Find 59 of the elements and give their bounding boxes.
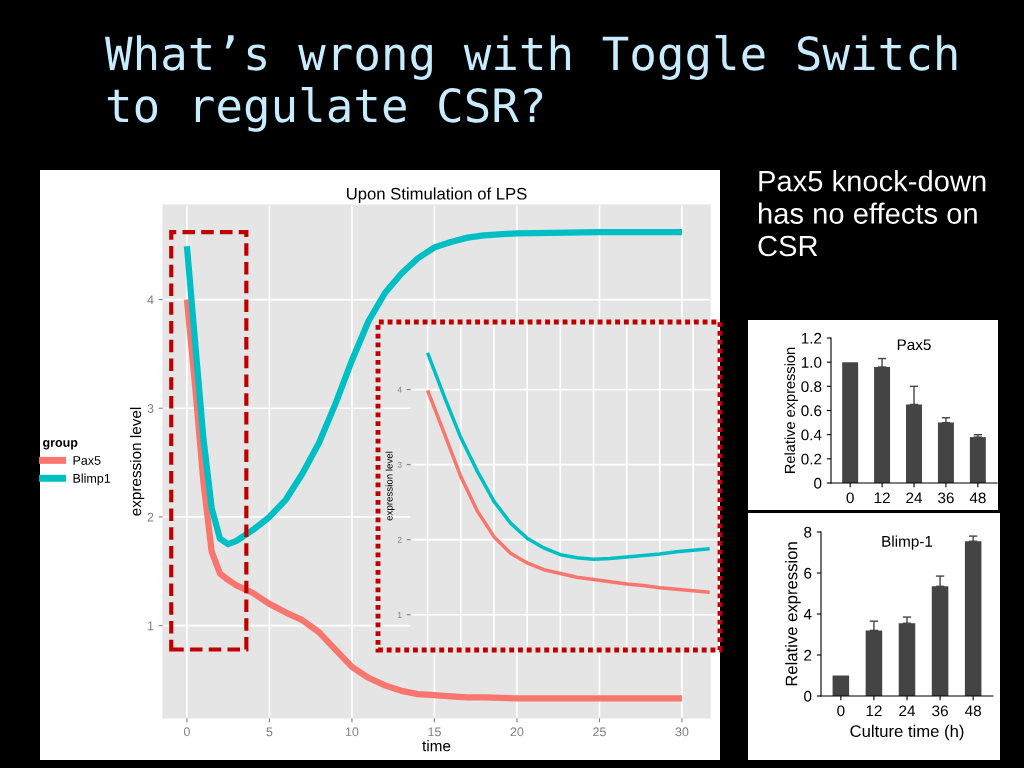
- y-tick-label: 8: [804, 526, 812, 538]
- y-tick-label: 0: [804, 690, 812, 702]
- y-tick-label: 4: [147, 295, 154, 305]
- y-tick-label: 3: [147, 404, 154, 413]
- line-series: [425, 388, 712, 594]
- x-tick-label: 20: [510, 727, 524, 737]
- bar: [842, 362, 859, 483]
- x-tick-label: 24: [906, 492, 923, 504]
- y-tick-label: 0.8: [801, 381, 822, 393]
- bar: [874, 367, 891, 483]
- x-tick-label: 0: [846, 492, 854, 504]
- chart-title: Pax5: [897, 339, 931, 351]
- line-series: [425, 351, 712, 561]
- x-tick-label: 24: [899, 705, 916, 717]
- y-tick-label: 4: [803, 609, 812, 620]
- y-tick-label: 6: [804, 567, 812, 579]
- x-tick-label: 36: [938, 492, 954, 504]
- text: What’s wrong with Toggle Switch to regulate CSR?: [105, 35, 957, 132]
- x-tick-label: 30: [675, 727, 689, 737]
- chart-title: Upon Stimulation of LPS: [347, 187, 527, 203]
- y-tick-label: 2: [397, 536, 402, 543]
- x-axis-title: Culture time (h): [850, 724, 964, 741]
- x-tick-label: 25: [593, 727, 606, 737]
- y-tick-label: 2: [804, 649, 812, 661]
- chart-title: Blimp-1: [882, 535, 933, 550]
- x-tick-label: 0: [183, 727, 190, 737]
- y-tick-label: 4: [397, 386, 402, 393]
- x-tick-label: 10: [345, 727, 359, 737]
- x-tick-label: 48: [969, 492, 986, 504]
- legend-title: group: [43, 440, 78, 450]
- x-tick-label: 15: [428, 727, 441, 737]
- x-tick-label: 5: [266, 727, 273, 737]
- y-tick-label: 0.2: [801, 453, 822, 465]
- y-tick-label: 1: [147, 621, 154, 631]
- y-axis-title: expression level: [385, 451, 395, 521]
- text: Pax5 knock-down has no effects on CSR: [758, 170, 986, 257]
- x-tick-label: 0: [837, 705, 845, 717]
- y-tick-label: 1.2: [801, 332, 822, 344]
- x-tick-label: 12: [874, 492, 890, 504]
- bar: [937, 422, 954, 483]
- bar: [832, 675, 850, 696]
- x-tick-label: 48: [965, 705, 981, 717]
- y-tick-label: 0.6: [801, 405, 822, 417]
- x-tick-label: 12: [866, 705, 882, 717]
- y-tick-label: 1.0: [801, 357, 822, 368]
- x-tick-label: 36: [932, 705, 948, 717]
- x-axis-title: time: [422, 740, 451, 752]
- y-tick-label: 1: [397, 612, 402, 618]
- y-axis-title: Relative expression: [785, 542, 801, 686]
- bar: [964, 541, 982, 696]
- y-tick-label: 0: [814, 477, 822, 489]
- y-tick-label: 3: [397, 461, 402, 468]
- legend-label: Blimp1: [73, 473, 111, 486]
- legend-label: Pax5: [73, 456, 101, 465]
- y-tick-label: 2: [147, 512, 154, 522]
- y-tick-label: 0.4: [801, 429, 822, 441]
- bar: [969, 437, 986, 483]
- y-axis-title: expression level: [130, 407, 145, 516]
- y-axis-title: Relative expression: [784, 347, 798, 473]
